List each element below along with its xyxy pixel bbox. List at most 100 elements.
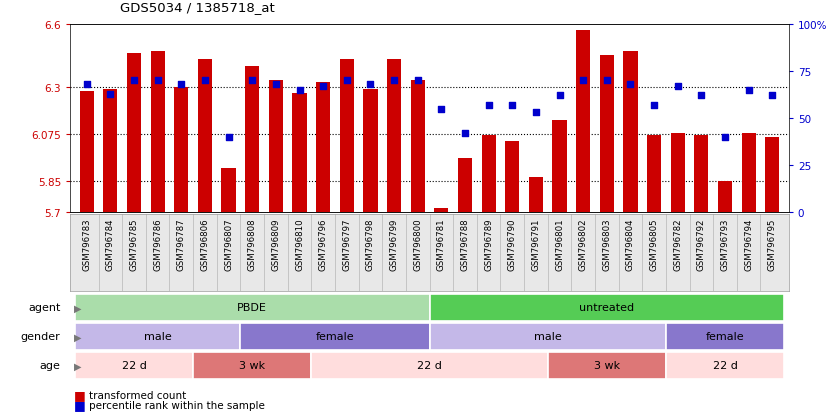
Text: GSM796790: GSM796790 [508, 218, 517, 270]
Point [553, 93, 566, 100]
Text: female: female [316, 332, 354, 342]
Text: GSM796786: GSM796786 [153, 218, 162, 271]
Text: GSM796784: GSM796784 [106, 218, 115, 271]
Text: GSM796806: GSM796806 [201, 218, 210, 271]
Text: GSM796792: GSM796792 [697, 218, 706, 270]
Text: 3 wk: 3 wk [240, 361, 265, 370]
Point [671, 83, 684, 90]
Text: male: male [534, 332, 562, 342]
Text: GSM796781: GSM796781 [437, 218, 446, 271]
Text: GSM796809: GSM796809 [272, 218, 280, 270]
Point [742, 87, 755, 94]
Text: ▶: ▶ [74, 332, 82, 342]
Point [340, 78, 354, 85]
Point [529, 110, 543, 116]
Text: GSM796788: GSM796788 [460, 218, 469, 271]
Bar [548, 352, 666, 379]
Bar [198, 60, 212, 213]
Bar [434, 209, 449, 213]
Text: GSM796791: GSM796791 [531, 218, 540, 270]
Text: ■: ■ [74, 388, 90, 401]
Bar [127, 54, 141, 213]
Bar [576, 31, 591, 213]
Text: GSM796801: GSM796801 [555, 218, 564, 271]
Text: GSM796807: GSM796807 [224, 218, 233, 271]
Bar [430, 323, 666, 350]
Point [695, 93, 708, 100]
Text: age: age [40, 361, 60, 370]
Text: GSM796793: GSM796793 [720, 218, 729, 270]
Bar [363, 90, 377, 213]
Text: GSM796805: GSM796805 [649, 218, 658, 271]
Point [482, 102, 496, 109]
Point [577, 78, 590, 85]
Text: GSM796800: GSM796800 [413, 218, 422, 271]
Bar [268, 81, 283, 213]
Bar [245, 66, 259, 213]
Text: GSM796808: GSM796808 [248, 218, 257, 271]
Bar [647, 135, 661, 213]
Bar [624, 52, 638, 213]
Point [245, 78, 259, 85]
Bar [553, 121, 567, 213]
Bar [311, 352, 548, 379]
Text: GDS5034 / 1385718_at: GDS5034 / 1385718_at [120, 2, 274, 14]
Point [601, 78, 614, 85]
Text: 3 wk: 3 wk [594, 361, 620, 370]
Point [175, 82, 188, 88]
Text: GSM796799: GSM796799 [390, 218, 399, 270]
Bar [75, 352, 193, 379]
Bar [671, 133, 685, 213]
Bar [240, 323, 430, 350]
Bar [695, 135, 709, 213]
Text: ▶: ▶ [74, 303, 82, 313]
Bar [316, 83, 330, 213]
Point [80, 82, 93, 88]
Text: ▶: ▶ [74, 361, 82, 370]
Text: PBDE: PBDE [237, 303, 267, 313]
Point [434, 106, 448, 113]
Point [387, 78, 401, 85]
Text: GSM796782: GSM796782 [673, 218, 682, 271]
Point [222, 134, 235, 141]
Text: GSM796804: GSM796804 [626, 218, 635, 271]
Text: GSM796796: GSM796796 [319, 218, 328, 270]
Point [127, 78, 140, 85]
Point [458, 131, 472, 137]
Text: male: male [144, 332, 172, 342]
Text: GSM796787: GSM796787 [177, 218, 186, 271]
Text: GSM796797: GSM796797 [342, 218, 351, 270]
Point [363, 82, 377, 88]
Text: 22 d: 22 d [121, 361, 146, 370]
Text: transformed count: transformed count [89, 390, 187, 400]
Bar [482, 135, 496, 213]
Point [766, 93, 779, 100]
Point [151, 78, 164, 85]
Point [719, 134, 732, 141]
Text: GSM796783: GSM796783 [83, 218, 91, 271]
Text: GSM796810: GSM796810 [295, 218, 304, 271]
Bar [387, 60, 401, 213]
Bar [529, 177, 543, 213]
Point [198, 78, 211, 85]
Text: percentile rank within the sample: percentile rank within the sample [89, 400, 265, 410]
Bar [458, 159, 472, 213]
Text: 22 d: 22 d [713, 361, 738, 370]
Text: GSM796798: GSM796798 [366, 218, 375, 270]
Bar [666, 323, 784, 350]
Bar [103, 90, 117, 213]
Bar [150, 52, 164, 213]
Point [648, 102, 661, 109]
Bar [339, 60, 354, 213]
Bar [75, 294, 430, 321]
Text: GSM796802: GSM796802 [579, 218, 587, 271]
Point [104, 91, 117, 97]
Point [624, 82, 637, 88]
Text: GSM796789: GSM796789 [484, 218, 493, 270]
Bar [411, 81, 425, 213]
Point [506, 102, 519, 109]
Text: gender: gender [21, 332, 60, 342]
Bar [742, 133, 756, 213]
Text: ■: ■ [74, 398, 90, 411]
Bar [765, 138, 780, 213]
